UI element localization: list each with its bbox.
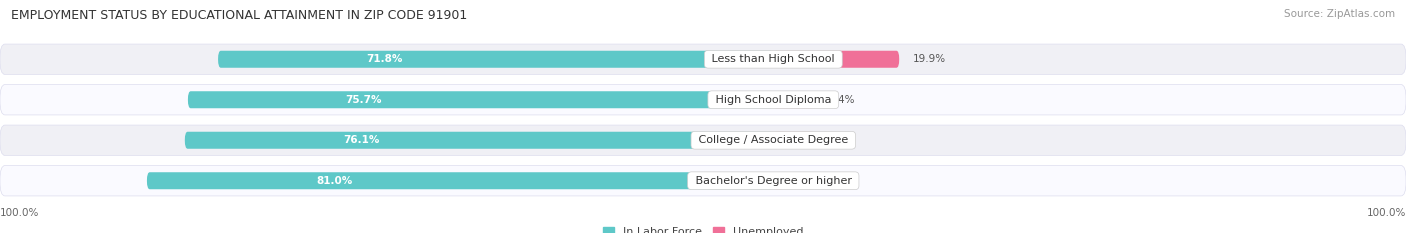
Text: Source: ZipAtlas.com: Source: ZipAtlas.com <box>1284 9 1395 19</box>
FancyBboxPatch shape <box>188 91 773 108</box>
FancyBboxPatch shape <box>184 132 773 149</box>
FancyBboxPatch shape <box>0 166 1406 196</box>
Text: Less than High School: Less than High School <box>709 54 838 64</box>
Legend: In Labor Force, Unemployed: In Labor Force, Unemployed <box>603 227 803 233</box>
Text: 71.8%: 71.8% <box>367 54 404 64</box>
Text: 100.0%: 100.0% <box>1367 208 1406 218</box>
Text: 19.9%: 19.9% <box>914 54 946 64</box>
Text: High School Diploma: High School Diploma <box>711 95 835 105</box>
Text: 6.5%: 6.5% <box>828 135 855 145</box>
Text: 76.1%: 76.1% <box>343 135 380 145</box>
Text: Bachelor's Degree or higher: Bachelor's Degree or higher <box>692 176 855 186</box>
Text: EMPLOYMENT STATUS BY EDUCATIONAL ATTAINMENT IN ZIP CODE 91901: EMPLOYMENT STATUS BY EDUCATIONAL ATTAINM… <box>11 9 468 22</box>
FancyBboxPatch shape <box>218 51 773 68</box>
Text: 81.0%: 81.0% <box>316 176 353 186</box>
FancyBboxPatch shape <box>773 172 783 189</box>
FancyBboxPatch shape <box>0 125 1406 155</box>
FancyBboxPatch shape <box>0 44 1406 74</box>
Text: 1.6%: 1.6% <box>797 176 824 186</box>
Text: 6.4%: 6.4% <box>828 95 855 105</box>
FancyBboxPatch shape <box>0 85 1406 115</box>
FancyBboxPatch shape <box>773 132 814 149</box>
Text: College / Associate Degree: College / Associate Degree <box>695 135 852 145</box>
Text: 100.0%: 100.0% <box>0 208 39 218</box>
FancyBboxPatch shape <box>146 172 773 189</box>
Text: 75.7%: 75.7% <box>346 95 382 105</box>
FancyBboxPatch shape <box>773 51 900 68</box>
FancyBboxPatch shape <box>773 91 814 108</box>
